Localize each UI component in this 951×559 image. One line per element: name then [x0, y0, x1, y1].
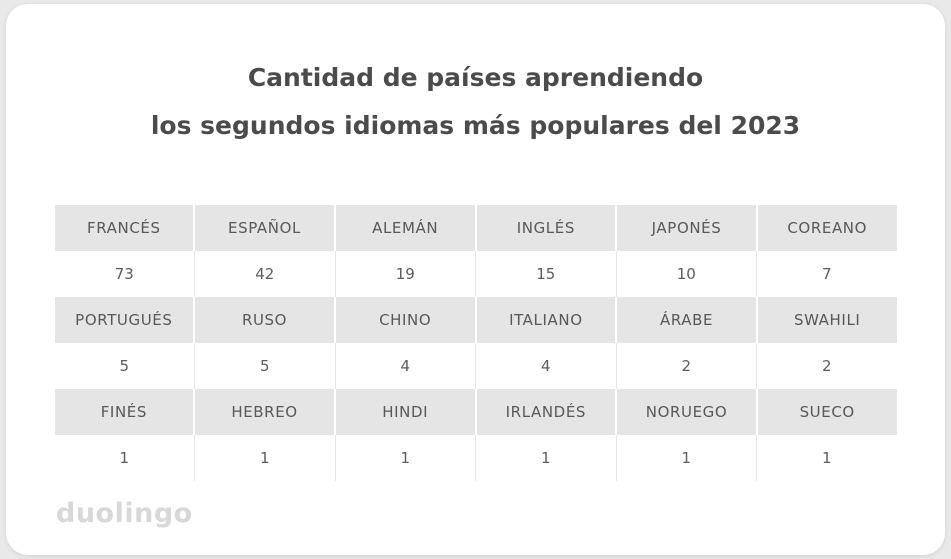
- count-cell: 15: [476, 251, 617, 297]
- language-cell: ESPAÑOL: [195, 205, 336, 251]
- language-cell: SWAHILI: [793, 311, 861, 329]
- page-title: Cantidad de países aprendiendo los segun…: [6, 54, 945, 149]
- language-cell: FINÉS: [55, 389, 196, 435]
- count-cell: 2: [821, 357, 832, 375]
- table-row-counts-1: 73 42 19 15 10 7: [54, 251, 897, 297]
- table-row-languages-1: FRANCÉS ESPAÑOL ALEMÁN INGLÉS JAPONÉS CO…: [54, 205, 897, 251]
- table-row-languages-3: FINÉS HEBREO HINDI IRLANDÉS NORUEGO SUEC…: [54, 389, 897, 435]
- language-cell: PORTUGUÉS: [55, 297, 196, 343]
- count-cell: 5: [55, 343, 195, 389]
- language-cell: ALEMÁN: [336, 205, 477, 251]
- count-cell: 4: [476, 343, 617, 389]
- count-cell: 10: [617, 251, 757, 297]
- count-cell: 5: [195, 343, 336, 389]
- count-cell: 2: [617, 343, 757, 389]
- count-cell: 1: [821, 449, 832, 467]
- page-title-line2: los segundos idiomas más populares del 2…: [150, 110, 801, 140]
- count-cell: 1: [617, 435, 757, 481]
- table-row-counts-2: 5 5 4 4 2 2: [54, 343, 897, 389]
- count-cell: 42: [195, 251, 336, 297]
- language-cell: RUSO: [195, 297, 336, 343]
- language-cell: HEBREO: [195, 389, 336, 435]
- language-table: FRANCÉS ESPAÑOL ALEMÁN INGLÉS JAPONÉS CO…: [54, 205, 897, 481]
- count-cell: 73: [55, 251, 195, 297]
- language-cell: INGLÉS: [477, 205, 618, 251]
- count-cell: 1: [55, 435, 195, 481]
- count-cell: 1: [336, 435, 476, 481]
- page-title-line1: Cantidad de países aprendiendo: [247, 63, 704, 92]
- language-cell: CHINO: [336, 297, 477, 343]
- language-cell: HINDI: [336, 389, 477, 435]
- language-cell: ÁRABE: [617, 297, 758, 343]
- language-cell: SUECO: [799, 403, 855, 421]
- language-cell: IRLANDÉS: [477, 389, 618, 435]
- language-cell: COREANO: [787, 219, 868, 237]
- count-cell: 4: [336, 343, 476, 389]
- language-cell: NORUEGO: [617, 389, 758, 435]
- language-cell: FRANCÉS: [55, 205, 196, 251]
- count-cell: 1: [195, 435, 336, 481]
- language-cell: ITALIANO: [477, 297, 618, 343]
- count-cell: 7: [821, 265, 832, 283]
- language-cell: JAPONÉS: [617, 205, 758, 251]
- table-row-languages-2: PORTUGUÉS RUSO CHINO ITALIANO ÁRABE SWAH…: [54, 297, 897, 343]
- count-cell: 1: [476, 435, 617, 481]
- table-row-counts-3: 1 1 1 1 1 1: [54, 435, 897, 481]
- count-cell: 19: [336, 251, 476, 297]
- duolingo-logo: duolingo: [56, 498, 193, 529]
- infographic-card: Cantidad de países aprendiendo los segun…: [6, 4, 945, 555]
